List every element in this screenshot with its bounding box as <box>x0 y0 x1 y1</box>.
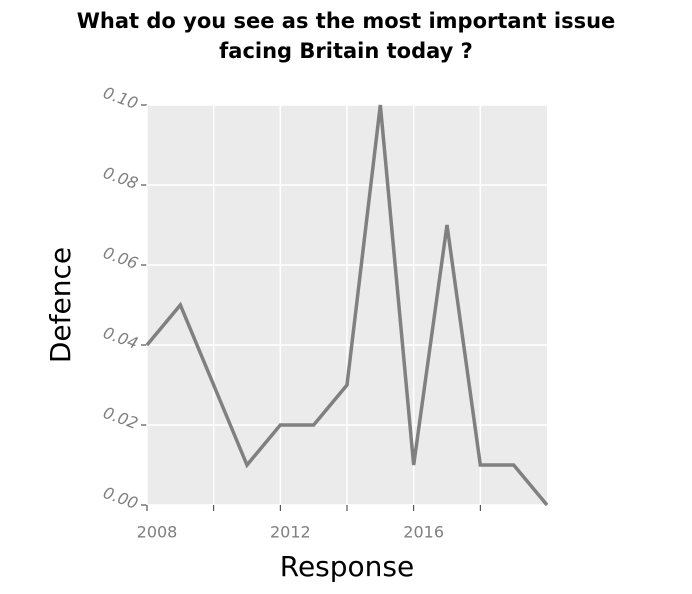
x-tick-label: 2012 <box>270 523 311 542</box>
x-axis-label: Response <box>280 550 414 583</box>
y-tick-label: 0.06 <box>101 243 141 273</box>
y-tick-label: 0.10 <box>101 83 141 113</box>
y-axis-label: Defence <box>44 247 77 363</box>
y-tick-label: 0.00 <box>101 483 141 513</box>
chart-title: facing Britain today ? <box>219 39 473 63</box>
data-line <box>145 104 549 507</box>
x-tick-label: 2016 <box>403 523 444 542</box>
y-tick-label: 0.02 <box>101 403 141 433</box>
x-tick-label: 2008 <box>137 523 178 542</box>
y-tick-label: 0.04 <box>101 323 141 353</box>
chart-title: What do you see as the most important is… <box>77 9 616 33</box>
y-tick-label: 0.08 <box>101 163 141 193</box>
